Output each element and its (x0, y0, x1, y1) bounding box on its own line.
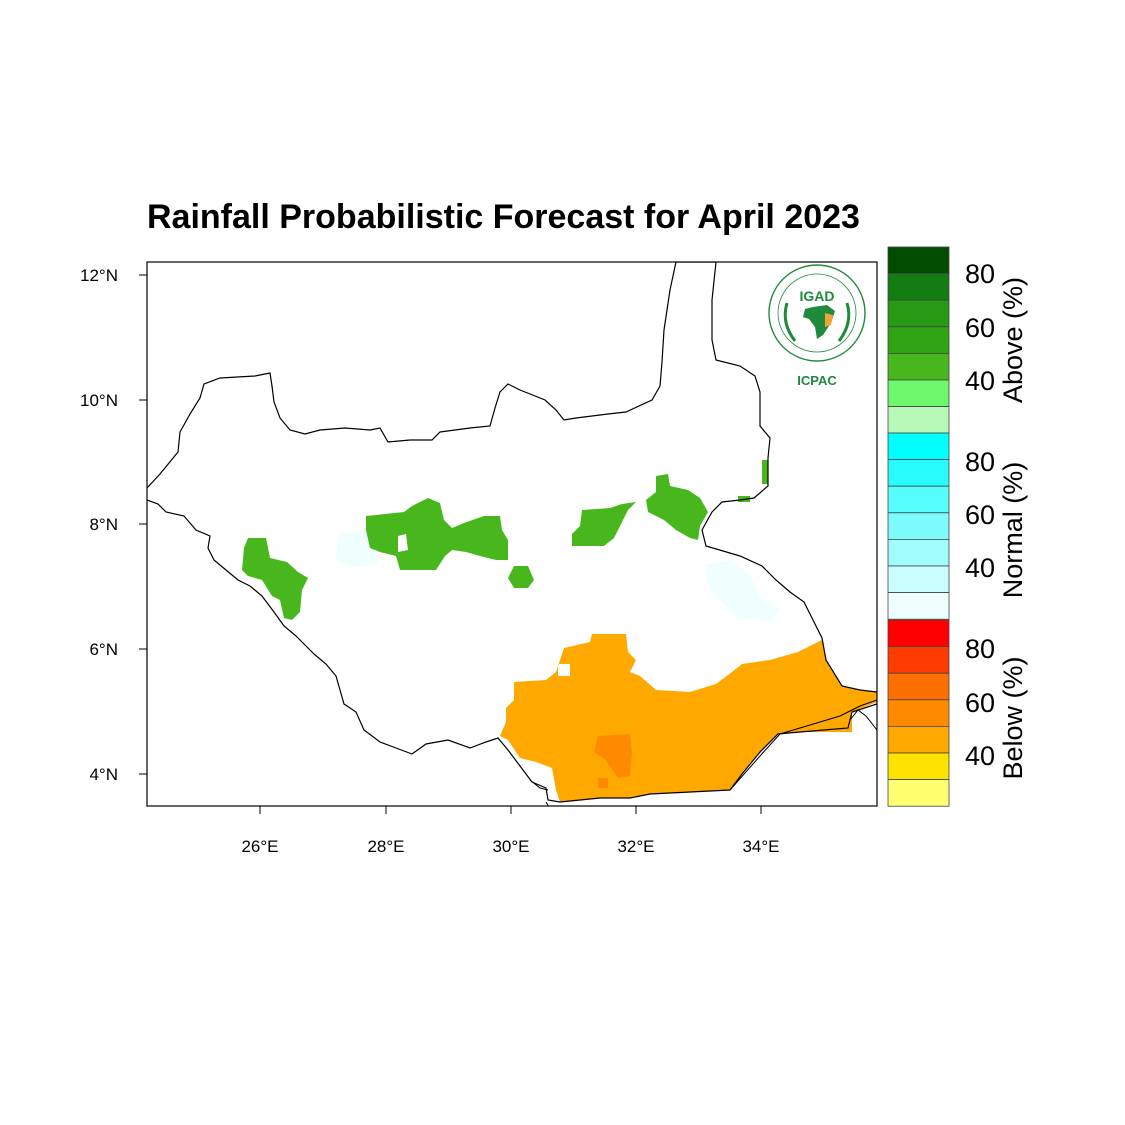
x-tick-label: 28°E (367, 837, 404, 856)
below-title: Below (%) (998, 656, 1028, 779)
normal-colorbar-swatch (887, 485, 950, 514)
below-label-40: 40 (965, 741, 995, 771)
below-colorbar-swatch (887, 726, 950, 754)
border-kenya-uganda (529, 779, 549, 806)
colorbar-legend (887, 246, 950, 807)
normal-colorbar-swatch (887, 459, 950, 487)
normal-colorbar-swatch (887, 592, 950, 620)
colorbar-labels: 80 60 40 80 60 40 80 60 40 Above (%) Nor… (965, 259, 1028, 780)
above-title: Above (%) (998, 277, 1028, 403)
above-colorbar-swatch (887, 273, 950, 301)
normal-title: Normal (%) (998, 462, 1028, 599)
normal-label-80: 80 (965, 447, 995, 477)
normal-colorbar-swatch (887, 565, 950, 594)
below-normal-region (500, 634, 877, 802)
logo-igad-text: IGAD (800, 288, 835, 304)
y-axis: 12°N 10°N 8°N 6°N 4°N (80, 266, 147, 784)
below-label-80: 80 (965, 634, 995, 664)
normal-label-40: 40 (965, 553, 995, 583)
x-axis: 26°E 28°E 30°E 32°E 34°E (241, 806, 780, 856)
normal-colorbar-swatch (887, 432, 950, 461)
country-boundary (147, 262, 877, 803)
normal-colorbar-swatch (887, 512, 950, 540)
below-colorbar-swatch (887, 619, 950, 648)
x-tick-label: 32°E (617, 837, 654, 856)
x-tick-label: 34°E (742, 837, 779, 856)
border-lake (849, 709, 877, 731)
x-tick-label: 26°E (241, 837, 278, 856)
above-label-80: 80 (965, 259, 995, 289)
y-tick-label: 4°N (89, 765, 118, 784)
below-colorbar-swatch (887, 779, 950, 807)
above-colorbar-swatch (887, 299, 950, 328)
normal-colorbar-swatch (887, 539, 950, 567)
below-colorbar-swatch (887, 699, 950, 727)
laurel-icon (783, 302, 851, 342)
above-label-40: 40 (965, 366, 995, 396)
y-tick-label: 10°N (80, 391, 118, 410)
igad-icpac-logo: IGAD ICPAC (768, 264, 866, 388)
x-tick-label: 30°E (492, 837, 529, 856)
above-colorbar-swatch (887, 326, 950, 354)
above-colorbar-swatch (887, 246, 950, 275)
below-colorbar-swatch (887, 672, 950, 701)
y-tick-label: 12°N (80, 266, 118, 285)
y-tick-label: 6°N (89, 640, 118, 659)
y-tick-label: 8°N (89, 515, 118, 534)
below-colorbar-swatch (887, 752, 950, 781)
map-title: Rainfall Probabilistic Forecast for Apri… (147, 198, 860, 236)
above-colorbar-swatch (887, 352, 950, 381)
normal-light-region (335, 530, 780, 622)
above-label-60: 60 (965, 313, 995, 343)
logo-icpac-text: ICPAC (797, 373, 837, 388)
normal-label-60: 60 (965, 500, 995, 530)
above-colorbar-swatch (887, 379, 950, 408)
border-ethiopia-kenya (729, 699, 877, 791)
above-colorbar-swatch (887, 406, 950, 434)
horn-of-africa-highlight (825, 313, 833, 327)
map-area: IGAD ICPAC (147, 262, 877, 806)
below-colorbar-swatch (887, 646, 950, 674)
above-normal-region (242, 460, 768, 620)
below-label-60: 60 (965, 688, 995, 718)
